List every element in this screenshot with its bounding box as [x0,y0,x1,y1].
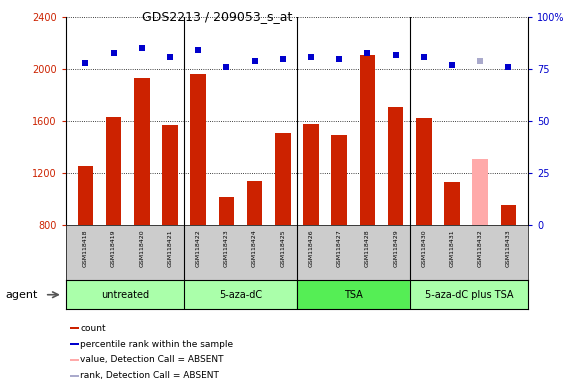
Text: GSM118428: GSM118428 [365,229,370,267]
Text: GSM118429: GSM118429 [393,229,398,267]
Bar [275,132,291,225]
FancyBboxPatch shape [70,375,79,377]
Text: GSM118427: GSM118427 [337,229,341,267]
Text: GSM118431: GSM118431 [449,229,455,267]
Text: GSM118421: GSM118421 [167,229,172,267]
Bar [388,107,403,225]
Text: GSM118430: GSM118430 [421,229,427,267]
Bar [501,205,516,225]
Bar [134,78,150,225]
FancyBboxPatch shape [70,359,79,361]
Text: 5-aza-dC: 5-aza-dC [219,290,262,300]
FancyBboxPatch shape [70,327,79,329]
Bar [332,135,347,225]
Bar [162,125,178,225]
Text: GSM118433: GSM118433 [506,229,511,267]
Bar [219,197,234,225]
Bar [191,74,206,225]
Text: GDS2213 / 209053_s_at: GDS2213 / 209053_s_at [142,10,292,23]
Bar [444,182,460,225]
Text: GSM118418: GSM118418 [83,229,88,266]
Text: percentile rank within the sample: percentile rank within the sample [80,339,233,349]
Text: rank, Detection Call = ABSENT: rank, Detection Call = ABSENT [80,371,219,380]
Bar [416,118,432,225]
Text: value, Detection Call = ABSENT: value, Detection Call = ABSENT [80,355,223,364]
Bar [78,166,93,225]
Text: agent: agent [6,290,38,300]
Bar [360,55,375,225]
Text: TSA: TSA [344,290,363,300]
Text: GSM118420: GSM118420 [139,229,144,267]
Bar [472,159,488,225]
Bar [106,117,122,225]
FancyBboxPatch shape [70,343,79,345]
Text: GSM118432: GSM118432 [478,229,482,267]
Text: untreated: untreated [101,290,149,300]
Text: count: count [80,324,106,333]
Bar [303,124,319,225]
Text: GSM118422: GSM118422 [196,229,201,267]
Text: 5-aza-dC plus TSA: 5-aza-dC plus TSA [425,290,513,300]
Text: GSM118423: GSM118423 [224,229,229,267]
Bar [247,180,262,225]
Text: GSM118424: GSM118424 [252,229,257,267]
Text: GSM118419: GSM118419 [111,229,116,267]
Text: GSM118425: GSM118425 [280,229,286,267]
Text: GSM118426: GSM118426 [308,229,313,267]
